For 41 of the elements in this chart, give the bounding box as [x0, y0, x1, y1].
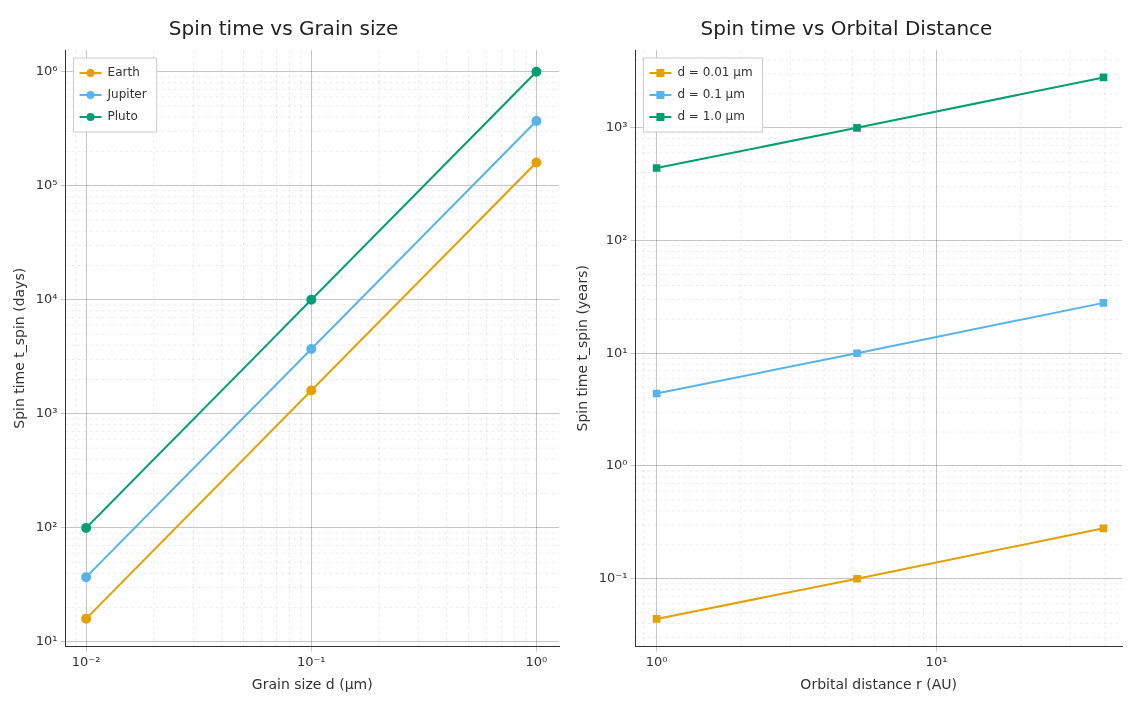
y-axis-title: Spin time t_spin (years)	[574, 265, 591, 432]
x-tick-label: 10⁻¹	[296, 653, 326, 669]
y-tick-label: 10¹	[605, 344, 628, 360]
point	[81, 572, 92, 583]
point	[81, 613, 92, 624]
y-tick-label: 10³	[35, 405, 58, 421]
legend-label: d = 0.1 μm	[677, 87, 745, 102]
y-tick-label: 10²	[35, 519, 58, 535]
y-tick-label: 10⁶	[35, 63, 58, 79]
y-tick-label: 10⁴	[35, 291, 58, 307]
y-tick-label: 10⁰	[605, 457, 628, 473]
legend-label: Earth	[107, 65, 140, 80]
chart-title: Spin time vs Grain size	[168, 16, 399, 41]
y-tick-label: 10³	[605, 119, 628, 135]
point	[531, 66, 542, 77]
x-tick-label: 10⁰	[525, 653, 548, 669]
y-tick-label: 10⁵	[35, 177, 58, 193]
x-tick-label: 10⁰	[645, 653, 668, 669]
legend-label: Jupiter	[106, 87, 147, 102]
point	[1099, 299, 1108, 307]
point	[531, 157, 542, 168]
x-tick-label: 10⁻²	[71, 653, 101, 669]
legend-label: d = 0.01 μm	[677, 65, 753, 80]
point	[652, 615, 661, 623]
x-axis-title: Grain size d (μm)	[251, 676, 373, 693]
point	[81, 522, 92, 533]
y-tick-label: 10¹	[35, 633, 58, 649]
point	[306, 344, 317, 355]
x-tick-label: 10¹	[925, 653, 948, 669]
chart-title: Spin time vs Orbital Distance	[700, 16, 993, 41]
point	[531, 115, 542, 126]
point	[1099, 524, 1108, 533]
legend-label: Pluto	[107, 109, 138, 124]
x-axis-title: Orbital distance r (AU)	[800, 676, 958, 693]
point	[306, 385, 317, 396]
y-tick-label: 10²	[605, 231, 628, 247]
y-axis-title: Spin time t_spin (days)	[11, 267, 28, 429]
point	[306, 294, 317, 305]
y-tick-label: 10⁻¹	[598, 570, 628, 586]
legend-label: d = 1.0 μm	[677, 109, 745, 124]
point	[652, 164, 661, 172]
